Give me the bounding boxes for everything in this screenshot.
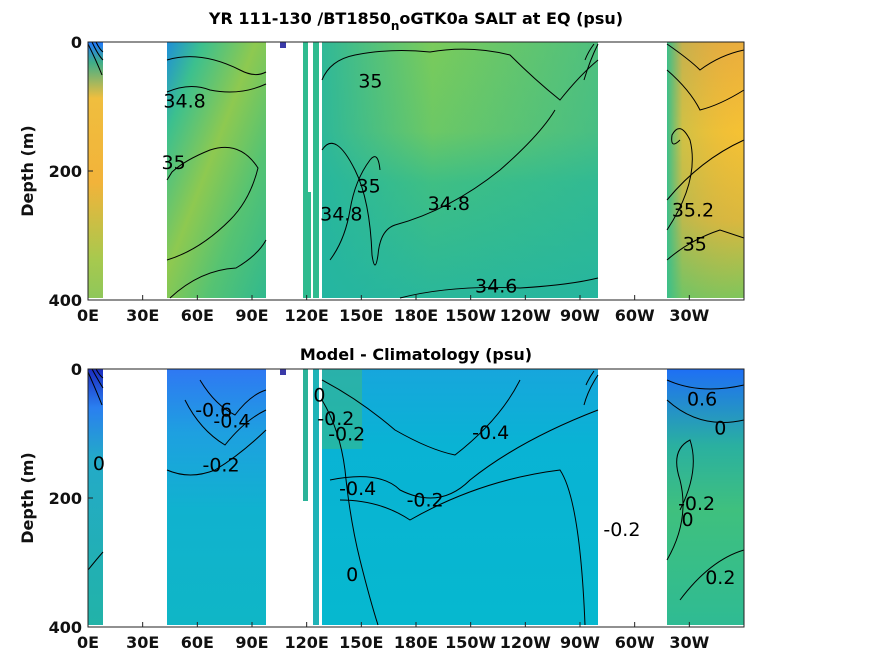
contour-label: 0 (681, 509, 693, 531)
top-field-segment (313, 42, 319, 298)
x-tick-label: 120W (500, 633, 551, 652)
x-tick-label: 120E (285, 306, 329, 325)
contour-label: -0.4 (339, 478, 376, 500)
bottom-x-ticks: 0E 30E 60E 90E 120E 150E 180E 150W 120W 90W 60W 30W (77, 622, 710, 652)
contour-label: -0.2 (407, 490, 444, 512)
contour-label: 34.8 (320, 203, 362, 225)
x-tick-label: 90W (560, 633, 600, 652)
x-tick-label: 150W (445, 633, 496, 652)
top-x-ticks: 0E 30E 60E 90E 120E 150E 180E 150W 120W 90W 60W 30W (77, 295, 710, 325)
top-contour-labels: 34.8 35 35 34.8 35 34.8 34.6 35.2 35 (162, 70, 715, 297)
bottom-field-segment (303, 369, 311, 501)
bottom-field-segment (280, 369, 286, 375)
bottom-panel-plot-area (87, 368, 745, 626)
contour-label: -0.2 (317, 408, 354, 430)
top-land-mask (308, 42, 312, 192)
bottom-land-mask (308, 369, 312, 519)
bottom-field-segment (322, 369, 598, 625)
contour-label: 35 (357, 176, 381, 198)
contour-label: -0.4 (472, 422, 509, 444)
bottom-field-segment (322, 369, 362, 449)
x-tick-label: 90E (235, 633, 268, 652)
x-tick-label: 60E (181, 306, 214, 325)
contour-label: 0 (714, 417, 726, 439)
contour-label: 0 (346, 564, 358, 586)
contour-label: -0.4 (213, 410, 250, 432)
top-panel: YR 111-130 /BT1850noGTK0a SALT at EQ (ps… (18, 9, 745, 325)
top-panel-plot-area (87, 41, 745, 299)
x-tick-label: 60W (615, 633, 655, 652)
top-field-segment (303, 42, 311, 298)
y-tick-label: 0 (71, 33, 82, 52)
contour-label: 35 (683, 234, 707, 256)
y-tick-label: 200 (49, 162, 82, 181)
contour-label: -0.2 (603, 519, 640, 541)
x-tick-label: 30W (669, 633, 709, 652)
x-tick-label: 30E (126, 306, 159, 325)
top-field-segment (88, 42, 103, 298)
x-tick-label: 0E (77, 306, 99, 325)
top-field-segment (280, 42, 286, 48)
bottom-panel-title: Model - Climatology (psu) (300, 345, 532, 364)
x-tick-label: 150E (339, 306, 383, 325)
contour-label: -0.6 (195, 399, 232, 421)
contour-label: -0.2 (202, 454, 239, 476)
contour-label: 35 (358, 70, 382, 92)
contour-label: 34.8 (428, 193, 470, 215)
x-tick-label: 0E (77, 633, 99, 652)
contour-label: 34.8 (163, 90, 205, 112)
contour-label: 35 (162, 152, 186, 174)
y-tick-label: 400 (49, 618, 82, 637)
contour-label: 0 (313, 385, 325, 407)
bottom-contour-labels: -0.6-0.4-0.200-0.2-0.2-0.4-0.2-0.40-0.20… (93, 385, 736, 590)
x-tick-label: 180E (394, 633, 438, 652)
bottom-field-segment (667, 369, 744, 625)
bottom-y-ticks: 0 200 400 (49, 360, 93, 637)
bottom-y-axis-label: Depth (m) (18, 452, 37, 544)
top-field-overlay (322, 42, 598, 298)
contour-label: 0.2 (705, 567, 735, 589)
x-tick-label: 90W (560, 306, 600, 325)
top-land-mask (319, 42, 322, 298)
x-tick-label: 120W (500, 306, 551, 325)
bottom-field-segment (167, 369, 266, 625)
top-contour-lines (87, 41, 745, 299)
contour-label: 34.6 (475, 276, 517, 298)
top-field-overlay (667, 42, 744, 298)
bottom-land-mask (319, 369, 322, 625)
bottom-contour-lines (87, 368, 745, 626)
y-tick-label: 400 (49, 291, 82, 310)
bottom-panel: Model - Climatology (psu) (18, 345, 745, 652)
top-field-segment (167, 42, 266, 298)
bottom-field-segment (88, 369, 103, 625)
top-panel-title: YR 111-130 /BT1850noGTK0a SALT at EQ (ps… (208, 9, 623, 33)
bottom-field-segment (313, 369, 319, 625)
y-tick-label: 0 (71, 360, 82, 379)
contour-label: 0 (93, 453, 105, 475)
contour-label: -0.2 (678, 493, 715, 515)
top-y-axis-label: Depth (m) (18, 125, 37, 217)
x-tick-label: 150W (445, 306, 496, 325)
x-tick-label: 180E (394, 306, 438, 325)
x-tick-label: 60E (181, 633, 214, 652)
x-tick-label: 30E (126, 633, 159, 652)
contour-label: 35.2 (672, 199, 714, 221)
contour-label: -0.2 (328, 423, 365, 445)
x-tick-label: 90E (235, 306, 268, 325)
x-tick-label: 150E (339, 633, 383, 652)
x-tick-label: 30W (669, 306, 709, 325)
x-tick-label: 60W (615, 306, 655, 325)
contour-label: 0.6 (687, 388, 717, 410)
y-tick-label: 200 (49, 489, 82, 508)
top-y-ticks: 0 200 400 (49, 33, 93, 310)
x-tick-label: 120E (285, 633, 329, 652)
